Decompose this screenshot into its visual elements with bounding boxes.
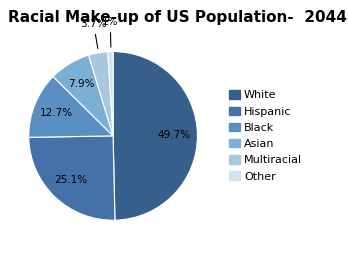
Legend: White, Hispanic, Black, Asian, Multiracial, Other: White, Hispanic, Black, Asian, Multiraci… (224, 86, 307, 186)
Wedge shape (29, 77, 113, 137)
Wedge shape (53, 55, 113, 136)
Text: 1%: 1% (102, 17, 118, 47)
Wedge shape (29, 136, 115, 220)
Text: 7.9%: 7.9% (69, 79, 95, 89)
Wedge shape (113, 52, 197, 220)
Text: 12.7%: 12.7% (40, 108, 73, 118)
Wedge shape (89, 52, 113, 136)
Text: 3.7%: 3.7% (80, 19, 107, 49)
Text: 25.1%: 25.1% (54, 175, 88, 185)
Wedge shape (108, 52, 113, 136)
Text: 49.7%: 49.7% (157, 130, 190, 140)
Text: Racial Make-up of US Population-  2044: Racial Make-up of US Population- 2044 (8, 10, 347, 25)
